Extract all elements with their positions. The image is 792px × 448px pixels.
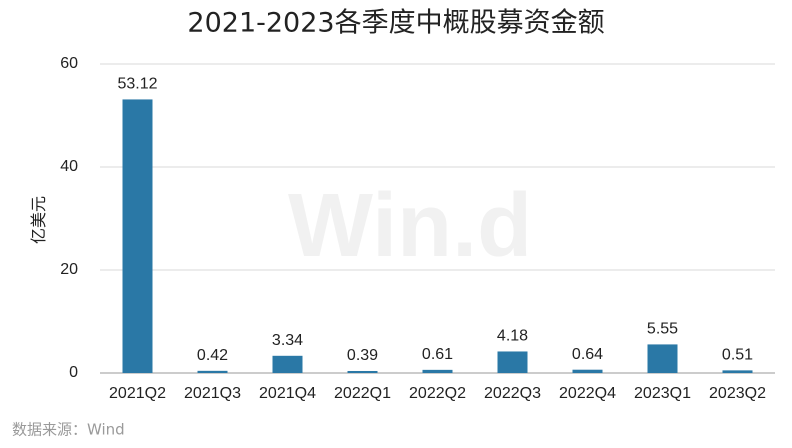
- x-tick-label: 2023Q2: [709, 385, 766, 402]
- bar: [722, 370, 753, 373]
- data-label: 53.12: [117, 76, 157, 93]
- y-tick-label: 40: [60, 158, 78, 175]
- x-tick-label: 2022Q3: [484, 385, 541, 402]
- data-label: 3.34: [272, 332, 303, 349]
- x-tick-label: 2023Q1: [634, 385, 691, 402]
- bar: [647, 344, 678, 373]
- source: 数据来源：Wind: [12, 421, 125, 439]
- x-tick-label: 2021Q4: [259, 385, 316, 402]
- bar: [122, 99, 153, 373]
- data-label: 0.61: [422, 346, 453, 363]
- x-tick-label: 2022Q1: [334, 385, 391, 402]
- bar: [497, 351, 528, 373]
- y-axis-label: 亿美元: [30, 196, 48, 244]
- bar: [197, 370, 228, 373]
- data-label: 5.55: [647, 321, 678, 338]
- data-label: 0.42: [197, 347, 228, 364]
- x-tick-label: 2021Q2: [109, 385, 166, 402]
- data-label: 0.39: [347, 347, 378, 364]
- chart-title: 2021-2023各季度中概股募资金额: [187, 8, 604, 39]
- data-label: 4.18: [497, 328, 528, 345]
- bar: [422, 369, 453, 373]
- data-label: 0.64: [572, 346, 603, 363]
- x-tick-label: 2022Q4: [559, 385, 616, 402]
- y-tick-label: 60: [60, 55, 78, 72]
- x-tick-label: 2021Q3: [184, 385, 241, 402]
- data-label: 0.51: [722, 347, 753, 364]
- x-tick-label: 2022Q2: [409, 385, 466, 402]
- y-tick-label: 20: [60, 261, 78, 278]
- y-tick-label: 0: [69, 364, 78, 381]
- bar: [347, 370, 378, 373]
- bar: [272, 355, 303, 373]
- watermark: Win.d: [288, 176, 532, 276]
- bar: [572, 369, 603, 373]
